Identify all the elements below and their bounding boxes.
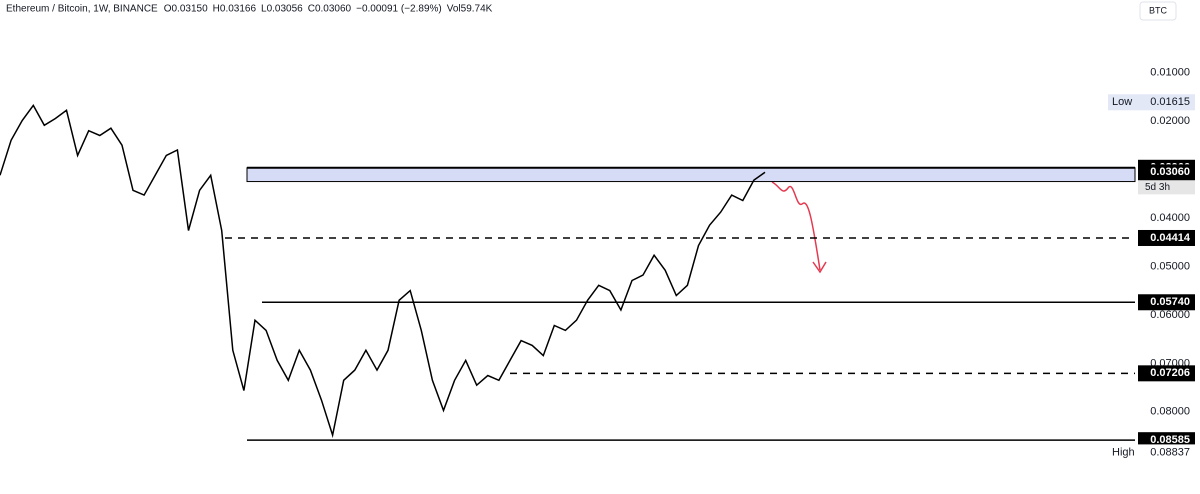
currency-box[interactable] <box>1139 1 1177 21</box>
high-box <box>1108 444 1195 461</box>
currency[interactable]: BTC <box>1149 5 1168 15</box>
quote: C0.03060 <box>308 4 352 15</box>
arrow-head <box>812 261 827 274</box>
level-label-box <box>1138 294 1195 311</box>
forecast-arrow <box>771 181 821 271</box>
quote: H0.03166 <box>213 4 257 15</box>
level-label: 0.07206 <box>1150 367 1190 379</box>
level-label-box <box>1138 229 1195 246</box>
low-box <box>1108 94 1195 111</box>
symbol: Ethereum / Bitcoin, 1W, BINANCE <box>6 4 158 15</box>
y-tick-label: 0.04000 <box>1150 212 1190 224</box>
y-tick-label: 0.05000 <box>1150 260 1190 272</box>
y-tick-label: 0.06000 <box>1150 309 1190 321</box>
quote: O0.03150 <box>164 4 208 15</box>
quote: Vol59.74K <box>447 4 493 15</box>
high-value: 0.08837 <box>1150 446 1190 458</box>
y-tick-label: 0.02000 <box>1150 115 1190 127</box>
level-label: 0.05740 <box>1150 296 1190 308</box>
quote: L0.03056 <box>261 4 303 15</box>
low-value: 0.01615 <box>1150 96 1190 108</box>
countdown-box <box>1138 180 1195 195</box>
header: Ethereum / Bitcoin, 1W, BINANCE <box>6 4 158 15</box>
high-name: High <box>1112 446 1135 458</box>
y-tick-label: 0.08000 <box>1150 406 1190 418</box>
level-label-box <box>1138 365 1195 382</box>
y-tick-label: 0.01000 <box>1150 66 1190 78</box>
low-name: Low <box>1112 96 1132 108</box>
current-box <box>1138 164 1195 181</box>
countdown: 5d 3h <box>1145 182 1170 193</box>
resistance-zone <box>246 167 1136 183</box>
level-label: 0.08585 <box>1150 434 1190 446</box>
price-line <box>0 104 766 439</box>
quote: −0.00091 (−2.89%) <box>356 4 442 15</box>
current-label: 0.03060 <box>1150 166 1190 178</box>
level-label-box <box>1138 432 1195 449</box>
level-label: 0.04414 <box>1150 232 1191 244</box>
